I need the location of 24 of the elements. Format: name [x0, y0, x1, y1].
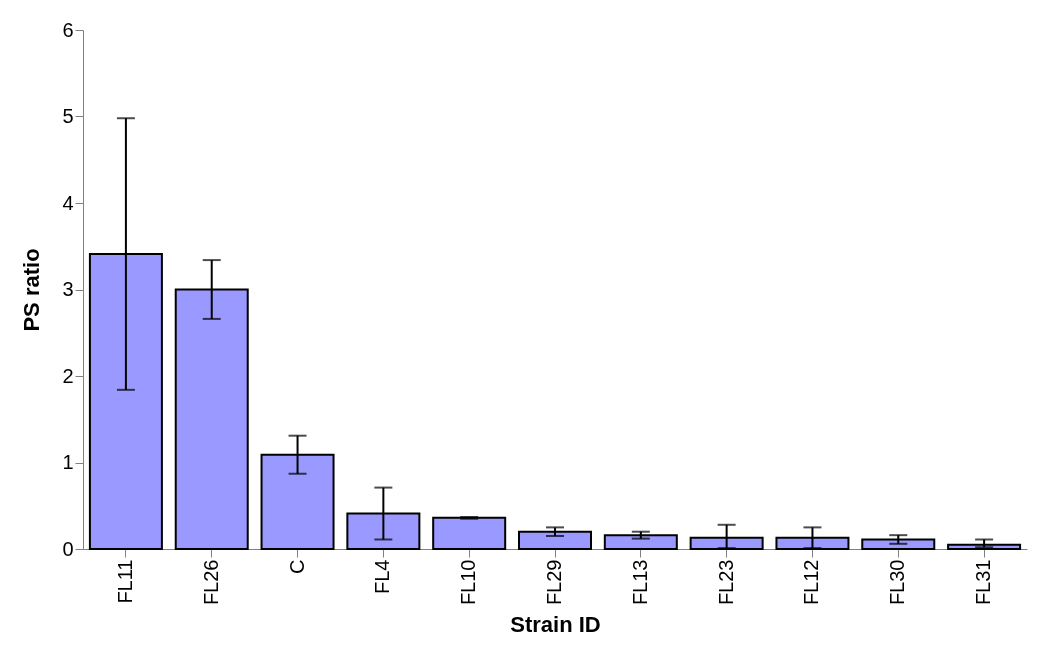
y-tick-label: 0: [62, 537, 74, 560]
bar: [603, 534, 678, 550]
y-tick-label: 6: [62, 18, 74, 41]
y-axis-title: PS ratio: [19, 248, 45, 332]
x-tick-label: FL26: [199, 559, 222, 606]
y-tick-label: 1: [62, 451, 74, 473]
bar: [861, 538, 936, 550]
x-tick-label: FL13: [628, 559, 651, 606]
x-tick-label: C: [285, 559, 308, 574]
y-tick-label: 5: [62, 105, 74, 127]
x-tick-label: FL4: [371, 559, 394, 594]
bar: [432, 516, 507, 550]
x-tick-label: FL29: [543, 559, 565, 606]
x-tick-label: FL23: [714, 559, 737, 606]
bar: [518, 530, 592, 550]
x-tick-label: FL30: [886, 559, 909, 606]
y-tick-label: 2: [62, 364, 74, 387]
x-tick-label: FL10: [457, 559, 480, 606]
y-tick-label: 4: [62, 191, 74, 214]
x-tick-label: FL31: [972, 559, 995, 606]
x-tick-label: FL11: [113, 559, 136, 604]
y-tick-label: 3: [62, 278, 74, 300]
x-tick-label: FL12: [800, 559, 823, 606]
x-axis-title: Strain ID: [510, 612, 601, 638]
